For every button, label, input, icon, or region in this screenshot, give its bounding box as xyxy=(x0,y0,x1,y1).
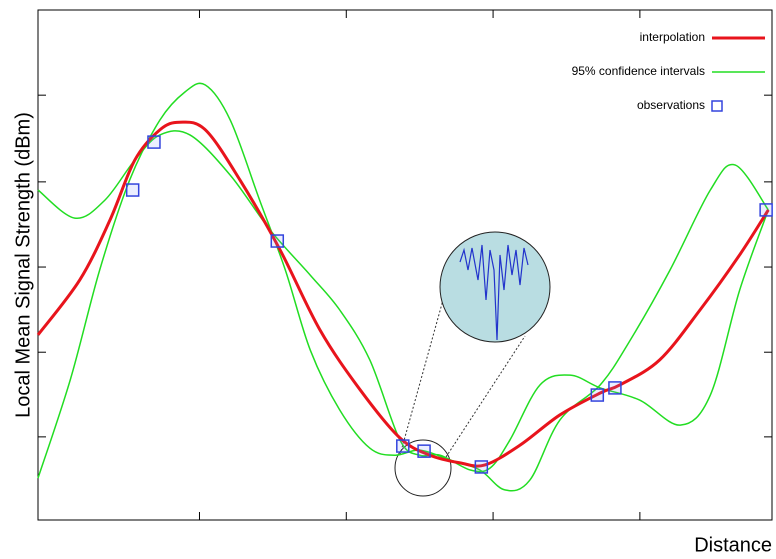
y-axis-label: Local Mean Signal Strength (dBm) xyxy=(12,112,34,418)
x-axis-label: Distance xyxy=(694,534,772,556)
observation xyxy=(759,203,773,217)
curve xyxy=(37,130,770,473)
plot-frame xyxy=(37,9,773,521)
observation xyxy=(270,234,285,248)
observation xyxy=(590,388,605,402)
observation xyxy=(125,183,140,197)
zoom-waveform xyxy=(459,244,529,341)
observation xyxy=(147,135,161,149)
observation xyxy=(474,460,489,474)
zoom-circle xyxy=(394,439,452,497)
legend-label: observations xyxy=(637,98,705,112)
curve xyxy=(36,120,770,468)
zoom-line xyxy=(445,335,526,458)
observation xyxy=(417,444,431,458)
zoom-line xyxy=(399,299,444,456)
magnifier xyxy=(394,231,551,497)
legend-label: 95% confidence intervals xyxy=(572,64,705,78)
legend-swatch xyxy=(711,100,723,112)
legend-label: interpolation xyxy=(640,30,705,44)
observation xyxy=(396,439,410,453)
observation xyxy=(608,381,622,395)
